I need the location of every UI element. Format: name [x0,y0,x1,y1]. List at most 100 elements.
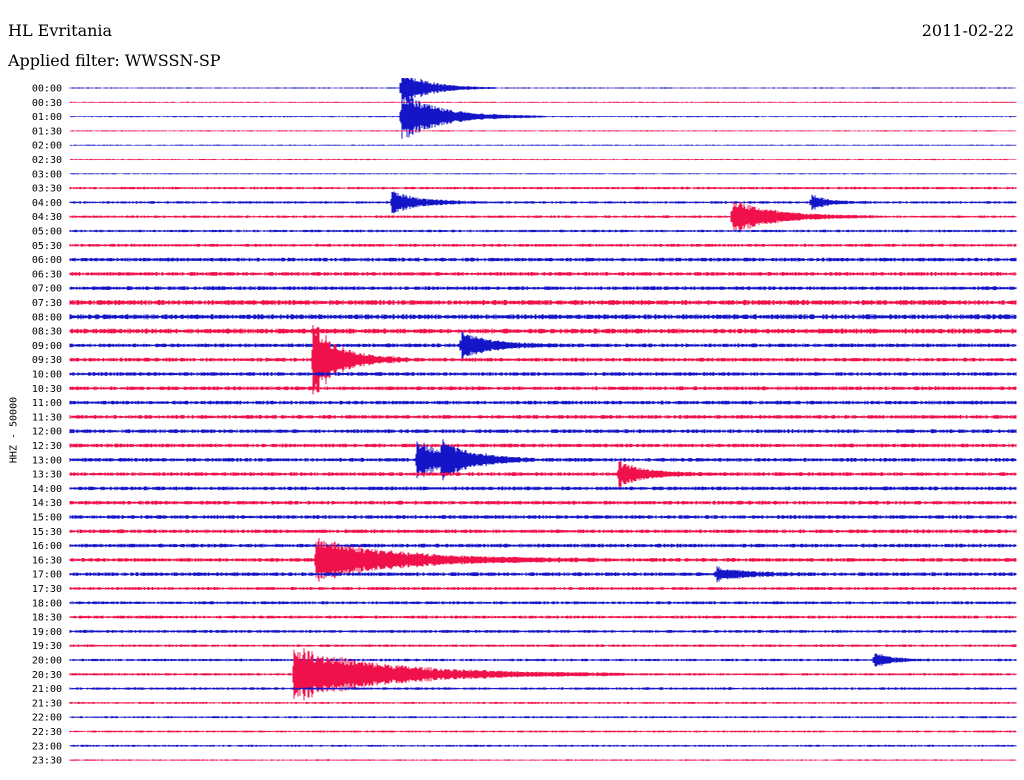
trace-line [69,653,1017,667]
trace-line [69,429,1017,434]
trace-line [69,716,1017,719]
trace-line [69,538,1017,582]
trace-line [69,415,1017,419]
trace-line [69,229,1017,233]
row-time-label: 12:00 [32,427,62,438]
row-time-label: 13:30 [32,470,62,481]
row-time-label: 06:00 [32,255,62,266]
trace-line [69,144,1017,146]
row-time-label: 23:30 [32,756,62,767]
row-time-label: 04:30 [32,212,62,223]
row-time-label: 02:30 [32,155,62,166]
row-time-label: 16:30 [32,555,62,566]
row-time-label: 10:30 [32,384,62,395]
trace-line [69,648,1017,701]
trace-line [69,158,1017,161]
trace-line [69,325,1017,395]
filter-label: Applied filter: WWSSN-SP [8,51,221,70]
seismic-traces [69,78,1017,761]
trace-line [69,566,1017,583]
row-time-label: 19:00 [32,627,62,638]
trace-line [69,500,1017,505]
trace-line [69,601,1017,605]
row-time-label: 02:00 [32,141,62,152]
row-time-label: 22:30 [32,727,62,738]
row-time-label: 08:00 [32,312,62,323]
trace-line [69,78,1017,105]
row-time-label: 06:30 [32,269,62,280]
row-time-label: 17:00 [32,570,62,581]
row-time-label: 18:30 [32,613,62,624]
trace-line [69,94,1017,139]
trace-line [69,201,1017,232]
trace-line [69,486,1017,491]
trace-line [69,299,1017,306]
row-time-label: 20:30 [32,670,62,681]
row-time-label: 19:30 [32,641,62,652]
row-time-label: 15:30 [32,527,62,538]
row-time-label: 12:30 [32,441,62,452]
trace-line [69,372,1017,376]
trace-line [69,443,1017,448]
trace-line [69,615,1017,619]
trace-line [69,314,1017,320]
trace-line [69,130,1017,132]
row-time-label: 10:00 [32,370,62,381]
row-time-label: 01:00 [32,112,62,123]
row-time-label: 08:30 [32,327,62,338]
trace-line [69,328,1017,334]
row-time-label: 14:30 [32,498,62,509]
row-time-label: 20:00 [32,656,62,667]
row-time-label: 22:00 [32,713,62,724]
row-time-label: 15:00 [32,513,62,524]
row-time-label: 09:30 [32,355,62,366]
trace-line [69,186,1017,190]
trace-line [69,101,1017,103]
row-time-label: 13:00 [32,455,62,466]
trace-line [69,386,1017,391]
row-time-label: 07:00 [32,284,62,295]
row-time-label: 07:30 [32,298,62,309]
trace-line [69,400,1017,405]
row-time-label: 00:30 [32,98,62,109]
row-time-label: 23:00 [32,741,62,752]
trace-line [69,730,1017,733]
helicorder-plot: 00:00 00:30 01:00 01:30 02:00 02:30 03:00 03:30… [32,78,1017,767]
row-time-label: 14:00 [32,484,62,495]
trace-line [69,461,1017,487]
row-time-label: 03:00 [32,169,62,180]
row-time-label: 03:30 [32,184,62,195]
trace-line [69,644,1017,647]
row-time-label: 18:00 [32,598,62,609]
trace-line [69,629,1017,633]
trace-line [69,586,1017,591]
trace-line [69,243,1017,247]
trace-line [69,257,1017,262]
trace-line [69,744,1017,747]
row-time-label: 05:30 [32,241,62,252]
trace-line [69,286,1017,291]
station-name: HL Evritania [8,21,113,40]
trace-line [69,543,1017,548]
row-time-label: 05:00 [32,227,62,238]
row-time-label: 11:30 [32,412,62,423]
row-time-label: 00:00 [32,84,62,95]
trace-line [69,529,1017,534]
trace-line [69,331,1017,360]
row-time-label: 01:30 [32,126,62,137]
time-labels: 00:00 00:30 01:00 01:30 02:00 02:30 03:00 03:30… [32,84,62,767]
row-time-label: 21:30 [32,698,62,709]
row-time-label: 09:00 [32,341,62,352]
trace-line [69,191,1017,214]
row-time-label: 11:00 [32,398,62,409]
row-time-label: 16:00 [32,541,62,552]
trace-line [69,439,1017,481]
row-time-label: 21:00 [32,684,62,695]
row-time-label: 17:30 [32,584,62,595]
trace-line [69,687,1017,690]
trace-line [69,515,1017,519]
trace-line [69,272,1017,276]
row-time-label: 04:00 [32,198,62,209]
trace-line [69,701,1017,704]
trace-line [69,173,1017,175]
